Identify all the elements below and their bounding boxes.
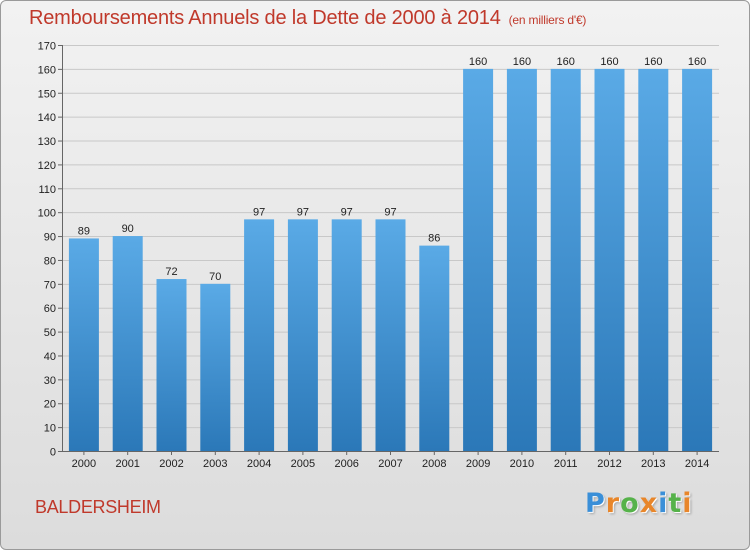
bar-value-label: 70 (209, 271, 221, 283)
x-tick-label: 2002 (159, 458, 183, 470)
y-tick-label: 130 (38, 136, 56, 148)
y-tick-label: 110 (38, 184, 56, 196)
bar (287, 219, 318, 451)
bar (375, 219, 406, 451)
y-tick-label: 140 (38, 112, 56, 124)
bar-value-label: 160 (600, 56, 618, 68)
bar (638, 68, 669, 451)
x-tick-label: 2012 (597, 458, 621, 470)
bar-value-label: 160 (557, 56, 575, 68)
x-tick-label: 2005 (291, 458, 315, 470)
bar (156, 279, 187, 451)
bar-value-label: 72 (165, 266, 177, 278)
bar-value-label: 160 (644, 56, 662, 68)
y-tick-label: 50 (44, 327, 56, 339)
bars (68, 68, 713, 451)
x-tick-label: 2010 (510, 458, 534, 470)
axes: 0 10 20 30 40 50 60 70 80 90 100 110 120 130 140 150 160… (38, 41, 719, 470)
bar (112, 236, 143, 451)
x-tick-label: 2004 (247, 458, 271, 470)
y-tick-label: 160 (38, 64, 56, 76)
y-tick-label: 150 (38, 88, 56, 100)
y-tick-label: 100 (38, 208, 56, 220)
bar (419, 245, 450, 451)
logo-letter: P (585, 488, 606, 519)
bar-value-label: 160 (513, 56, 531, 68)
chart-title-text: Remboursements Annuels de la Dette de 20… (29, 7, 501, 29)
bar-value-label: 97 (384, 206, 396, 218)
bar-value-label: 97 (253, 206, 265, 218)
bar-value-label: 89 (78, 225, 90, 237)
logo-letter: t (668, 488, 683, 519)
bar-value-label: 97 (341, 206, 353, 218)
x-tick-label: 2014 (685, 458, 709, 470)
y-tick-label: 80 (44, 255, 56, 267)
x-tick-label: 2006 (334, 458, 358, 470)
chart-subtitle: (en milliers d'€) (508, 13, 587, 27)
bar-value-label: 97 (297, 206, 309, 218)
bar-value-label: 160 (688, 56, 706, 68)
y-tick-label: 10 (44, 423, 56, 435)
x-tick-label: 2003 (203, 458, 227, 470)
y-tick-label: 0 (50, 447, 56, 459)
bar (550, 68, 581, 451)
bar-value-label: 90 (122, 223, 134, 235)
y-tick-label: 20 (44, 399, 56, 411)
y-tick-label: 90 (44, 232, 56, 244)
y-tick-label: 170 (38, 41, 56, 53)
logo-letter: i (658, 488, 669, 519)
bar (244, 219, 275, 451)
bar (506, 68, 537, 451)
logo-letter: x (639, 488, 659, 519)
proxiti-logo: Proxiti (585, 488, 693, 519)
logo-letter: o (620, 488, 640, 519)
chart-title: Remboursements Annuels de la Dette de 20… (29, 7, 586, 30)
x-tick-label: 2001 (115, 458, 139, 470)
x-tick-label: 2007 (378, 458, 402, 470)
bar (331, 219, 362, 451)
logo-letter: r (605, 488, 621, 519)
bar-value-label: 160 (469, 56, 487, 68)
x-tick-label: 2000 (72, 458, 96, 470)
x-tick-label: 2009 (466, 458, 490, 470)
logo-letter: i (682, 488, 693, 519)
bar-value-label: 86 (428, 233, 440, 245)
y-tick-label: 70 (44, 279, 56, 291)
bar (594, 68, 625, 451)
y-tick-label: 30 (44, 375, 56, 387)
x-tick-label: 2013 (641, 458, 665, 470)
commune-name: BALDERSHEIM (35, 497, 161, 517)
y-tick-label: 120 (38, 160, 56, 172)
bar (682, 68, 713, 451)
bar (463, 68, 494, 451)
bar (200, 283, 231, 451)
y-tick-label: 60 (44, 303, 56, 315)
data-labels: 89 90 72 70 97 97 97 97 86 160 160 160 160 160 160 (78, 56, 707, 283)
x-tick-label: 2008 (422, 458, 446, 470)
x-tick-label: 2011 (554, 458, 578, 470)
bar (68, 238, 99, 451)
y-tick-label: 40 (44, 351, 56, 363)
